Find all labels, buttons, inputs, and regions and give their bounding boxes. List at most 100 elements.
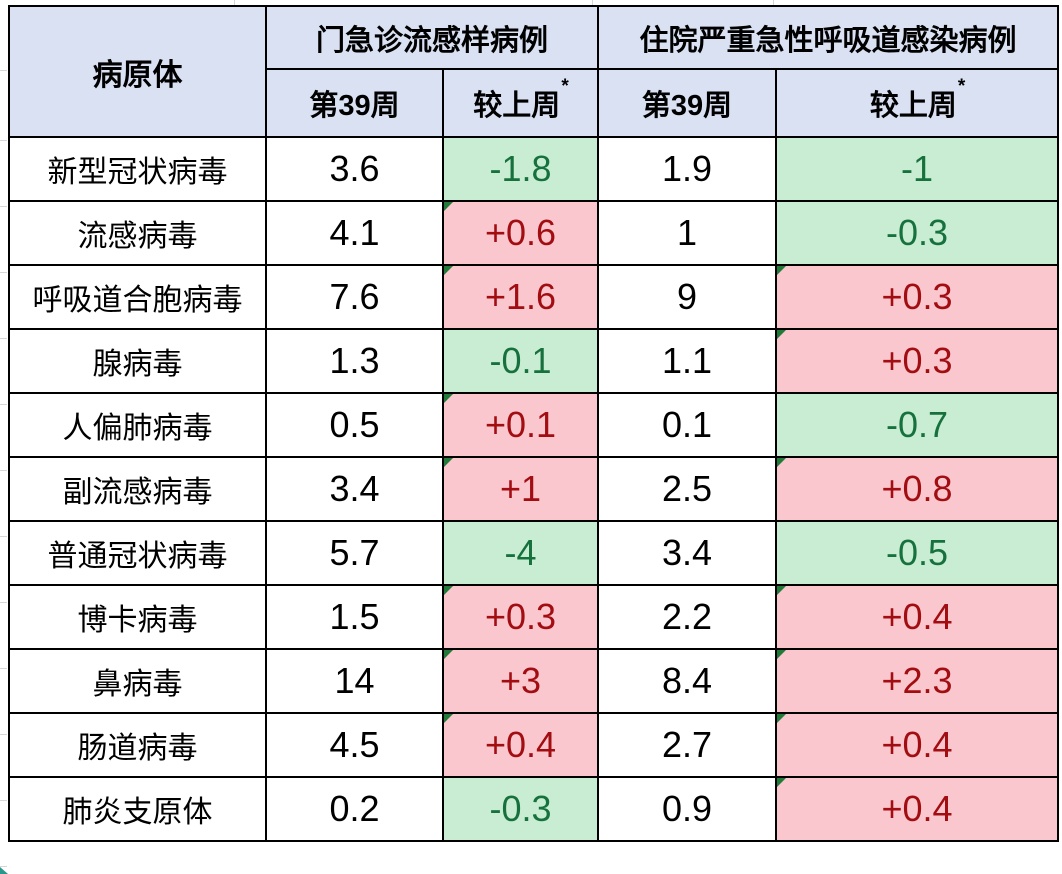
- cell-value: +0.3: [881, 276, 953, 317]
- cell-value: +0.3: [484, 596, 557, 637]
- opd-change-cell[interactable]: +3: [441, 648, 600, 714]
- table-row: 新型冠状病毒 3.6 -1.8 1.9 -1: [8, 136, 1060, 202]
- cell-value: 新型冠状病毒: [47, 156, 228, 189]
- header-label: 门急诊流感样病例: [316, 24, 549, 57]
- header-inpatient-group[interactable]: 住院严重急性呼吸道感染病例: [597, 5, 1060, 70]
- opd-change-cell[interactable]: -4: [441, 520, 600, 586]
- sari-week-cell[interactable]: 2.2: [597, 584, 778, 650]
- sari-week-cell[interactable]: 9: [597, 264, 778, 330]
- opd-change-cell[interactable]: +0.3: [441, 584, 600, 650]
- opd-week-cell[interactable]: 7.6: [265, 264, 444, 330]
- sari-week-cell[interactable]: 1.9: [597, 136, 778, 202]
- header-outpatient-group[interactable]: 门急诊流感样病例: [264, 5, 600, 70]
- cell-value: +0.4: [881, 596, 953, 637]
- cell-value: 7.6: [329, 276, 380, 317]
- opd-week-cell[interactable]: 0.2: [265, 776, 444, 842]
- opd-week-cell[interactable]: 4.1: [265, 200, 444, 266]
- pathogen-name-cell[interactable]: 鼻病毒: [8, 648, 267, 714]
- opd-week-cell[interactable]: 14: [265, 648, 444, 714]
- cell-value: -0.1: [489, 340, 552, 381]
- pathogen-name-cell[interactable]: 流感病毒: [8, 200, 267, 266]
- table-row: 人偏肺病毒 0.5 +0.1 0.1 -0.7: [8, 392, 1060, 458]
- opd-week-cell[interactable]: 5.7: [265, 520, 444, 586]
- cell-value: +0.1: [484, 404, 557, 445]
- sari-change-cell[interactable]: +2.3: [775, 648, 1060, 714]
- cell-value: +0.6: [484, 212, 557, 253]
- pathogen-name-cell[interactable]: 肺炎支原体: [8, 776, 267, 842]
- pathogen-name-cell[interactable]: 普通冠状病毒: [8, 520, 267, 586]
- sari-change-cell[interactable]: +0.4: [775, 776, 1060, 842]
- sari-change-cell[interactable]: -0.3: [775, 200, 1060, 266]
- cell-value: -4: [504, 532, 537, 573]
- sari-change-cell[interactable]: +0.3: [775, 264, 1060, 330]
- opd-change-cell[interactable]: +1.6: [441, 264, 600, 330]
- opd-change-cell[interactable]: -1.8: [441, 136, 600, 202]
- table-row: 博卡病毒 1.5 +0.3 2.2 +0.4: [8, 584, 1060, 650]
- sari-week-cell[interactable]: 2.7: [597, 712, 778, 778]
- cell-value: -0.7: [886, 404, 949, 445]
- table-row: 腺病毒 1.3 -0.1 1.1 +0.3: [8, 328, 1060, 394]
- sari-change-cell[interactable]: +0.8: [775, 456, 1060, 522]
- sari-week-cell[interactable]: 1.1: [597, 328, 778, 394]
- header-opd-change[interactable]: 较上周*: [441, 68, 600, 138]
- cell-value: +0.4: [484, 724, 557, 765]
- pathogen-name-cell[interactable]: 副流感病毒: [8, 456, 267, 522]
- sari-week-cell[interactable]: 8.4: [597, 648, 778, 714]
- sari-change-cell[interactable]: -1: [775, 136, 1060, 202]
- opd-week-cell[interactable]: 3.4: [265, 456, 444, 522]
- sari-change-cell[interactable]: -0.5: [775, 520, 1060, 586]
- gridline-stub: [0, 470, 7, 471]
- cell-flag-icon: [777, 586, 787, 595]
- footnote-asterisk: *: [561, 76, 569, 98]
- opd-week-cell[interactable]: 1.3: [265, 328, 444, 394]
- gridline-stub: [0, 800, 7, 801]
- sari-change-cell[interactable]: +0.3: [775, 328, 1060, 394]
- opd-change-cell[interactable]: +0.4: [441, 712, 600, 778]
- cell-value: 腺病毒: [92, 348, 183, 381]
- header-row-groups: 病原体 门急诊流感样病例 住院严重急性呼吸道感染病例: [8, 5, 1060, 138]
- sari-week-cell[interactable]: 0.1: [597, 392, 778, 458]
- pathogen-name-cell[interactable]: 腺病毒: [8, 328, 267, 394]
- cell-value: 0.2: [329, 788, 380, 829]
- sari-week-cell[interactable]: 2.5: [597, 456, 778, 522]
- sari-week-cell[interactable]: 3.4: [597, 520, 778, 586]
- sari-change-cell[interactable]: -0.7: [775, 392, 1060, 458]
- opd-week-cell[interactable]: 4.5: [265, 712, 444, 778]
- opd-change-cell[interactable]: +1: [441, 456, 600, 522]
- cell-value: 肠道病毒: [77, 732, 198, 765]
- sari-week-cell[interactable]: 1: [597, 200, 778, 266]
- sari-week-cell[interactable]: 0.9: [597, 776, 778, 842]
- opd-change-cell[interactable]: +0.1: [441, 392, 600, 458]
- gridline-stub: [0, 70, 7, 71]
- cell-value: -1: [901, 148, 934, 189]
- opd-change-cell[interactable]: -0.1: [441, 328, 600, 394]
- pathogen-name-cell[interactable]: 博卡病毒: [8, 584, 267, 650]
- opd-week-cell[interactable]: 1.5: [265, 584, 444, 650]
- cell-value: +0.3: [881, 340, 953, 381]
- opd-week-cell[interactable]: 3.6: [265, 136, 444, 202]
- gridline-stub: [0, 206, 7, 207]
- cell-value: 2.2: [661, 596, 713, 637]
- pathogen-name-cell[interactable]: 呼吸道合胞病毒: [8, 264, 267, 330]
- cell-value: 3.4: [661, 532, 713, 573]
- header-pathogen[interactable]: 病原体: [8, 5, 267, 138]
- offscreen-cell-flag-icon: [0, 867, 8, 874]
- opd-week-cell[interactable]: 0.5: [265, 392, 444, 458]
- header-sari-change[interactable]: 较上周*: [775, 68, 1060, 138]
- sari-change-cell[interactable]: +0.4: [775, 712, 1060, 778]
- header-sari-week[interactable]: 第39周: [597, 68, 778, 138]
- sari-change-cell[interactable]: +0.4: [775, 584, 1060, 650]
- cell-value: -0.3: [886, 212, 949, 253]
- opd-change-cell[interactable]: +0.6: [441, 200, 600, 266]
- pathogen-name-cell[interactable]: 肠道病毒: [8, 712, 267, 778]
- opd-change-cell[interactable]: -0.3: [441, 776, 600, 842]
- gridline-stub: [0, 536, 7, 537]
- cell-flag-icon: [777, 778, 787, 787]
- pathogen-name-cell[interactable]: 新型冠状病毒: [8, 136, 267, 202]
- cell-value: 14: [334, 660, 375, 701]
- pathogen-name-cell[interactable]: 人偏肺病毒: [8, 392, 267, 458]
- header-label: 第39周: [309, 90, 400, 122]
- cell-value: 4.1: [329, 212, 380, 253]
- cell-value: 2.5: [661, 468, 713, 509]
- header-opd-week[interactable]: 第39周: [265, 68, 444, 138]
